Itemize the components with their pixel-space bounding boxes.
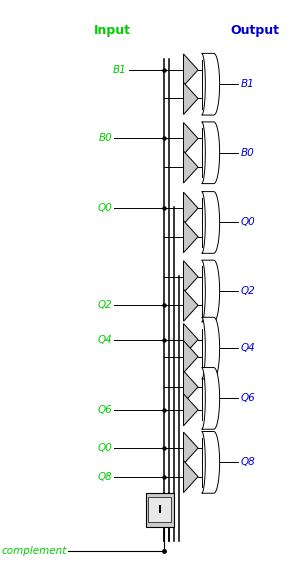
Text: Q6: Q6 bbox=[97, 405, 112, 415]
Text: complement: complement bbox=[2, 546, 67, 556]
Text: B1: B1 bbox=[241, 79, 254, 89]
Text: I: I bbox=[158, 505, 162, 515]
Text: Q2: Q2 bbox=[97, 300, 112, 311]
Text: Q4: Q4 bbox=[241, 343, 255, 353]
Text: B0: B0 bbox=[241, 148, 254, 158]
Polygon shape bbox=[184, 122, 198, 154]
Polygon shape bbox=[202, 317, 220, 379]
Bar bbox=[146, 492, 174, 527]
Polygon shape bbox=[202, 192, 220, 253]
Text: B0: B0 bbox=[98, 134, 112, 144]
Polygon shape bbox=[184, 192, 198, 224]
Text: B1: B1 bbox=[113, 65, 127, 75]
Polygon shape bbox=[202, 432, 220, 493]
Polygon shape bbox=[184, 394, 198, 426]
Polygon shape bbox=[184, 324, 198, 355]
Text: Output: Output bbox=[230, 24, 280, 37]
Polygon shape bbox=[184, 221, 198, 253]
Text: Input: Input bbox=[94, 24, 130, 37]
Text: Q6: Q6 bbox=[241, 393, 255, 404]
Bar bbox=[148, 497, 171, 522]
Polygon shape bbox=[184, 54, 198, 86]
Polygon shape bbox=[202, 367, 220, 429]
Polygon shape bbox=[184, 461, 198, 492]
Polygon shape bbox=[184, 261, 198, 293]
Polygon shape bbox=[202, 53, 220, 115]
Text: Q0: Q0 bbox=[97, 203, 112, 213]
Text: Q0: Q0 bbox=[241, 218, 255, 227]
Polygon shape bbox=[184, 151, 198, 183]
Polygon shape bbox=[184, 341, 198, 373]
Polygon shape bbox=[184, 432, 198, 464]
Polygon shape bbox=[184, 289, 198, 321]
Polygon shape bbox=[202, 122, 220, 184]
Polygon shape bbox=[184, 371, 198, 403]
Text: Q4: Q4 bbox=[97, 335, 112, 344]
Text: Q2: Q2 bbox=[241, 286, 255, 296]
Text: Q8: Q8 bbox=[97, 472, 112, 482]
Text: Q8: Q8 bbox=[241, 457, 255, 467]
Polygon shape bbox=[202, 260, 220, 322]
Text: Q0: Q0 bbox=[97, 443, 112, 453]
Polygon shape bbox=[184, 83, 198, 114]
